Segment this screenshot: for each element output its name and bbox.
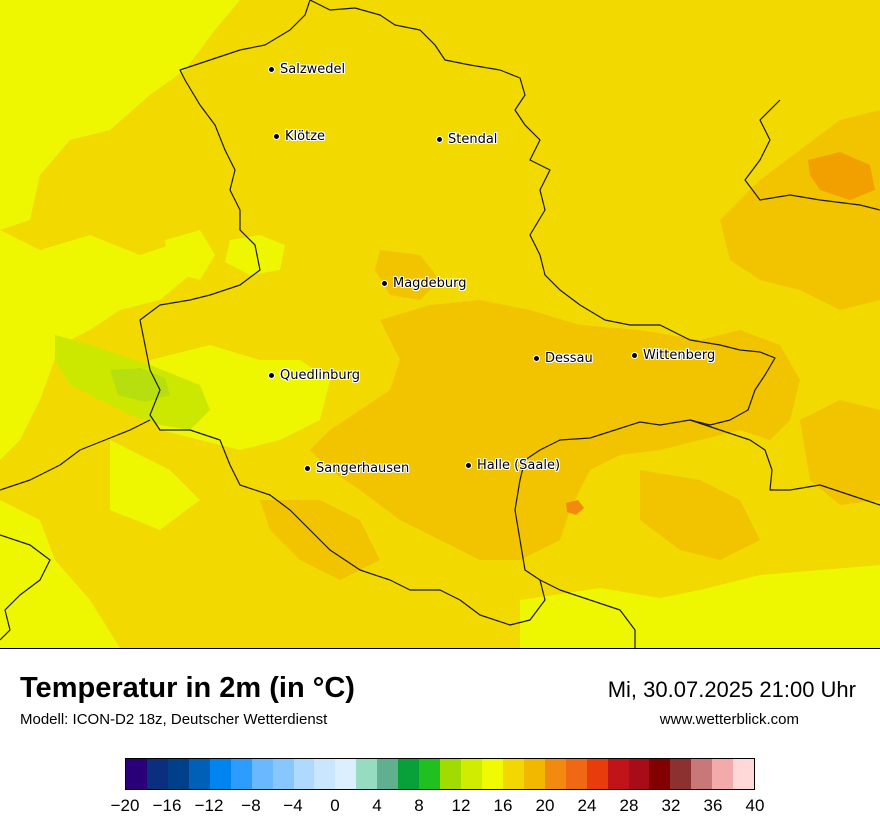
website-link[interactable]: www.wetterblick.com <box>659 711 799 728</box>
city-label: Salzwedel <box>280 62 346 77</box>
colorbar-swatch <box>419 759 441 789</box>
colorbar-tick-label: 28 <box>619 796 639 815</box>
colorbar-tick-label: 24 <box>577 796 597 815</box>
colorbar-tick-label: −4 <box>283 796 303 815</box>
colorbar-tick-label: −8 <box>241 796 261 815</box>
city-label: Halle (Saale) <box>477 458 561 473</box>
colorbar-tick-label: 32 <box>661 796 681 815</box>
colorbar-swatch <box>209 759 231 789</box>
city-label: Wittenberg <box>643 348 716 363</box>
forecast-datetime: Mi, 30.07.2025 21:00 Uhr <box>607 677 856 702</box>
temperature-map: Salzwedel Klötze Stendal Magdeburg Dessa… <box>0 0 880 649</box>
colorbar-tick-label: 0 <box>330 796 340 815</box>
colorbar-swatch <box>356 759 378 789</box>
city-quedlinburg: Quedlinburg <box>268 368 360 383</box>
city-label: Dessau <box>545 351 593 366</box>
colorbar-tick-label: 36 <box>703 796 723 815</box>
temperature-colorbar <box>125 758 755 790</box>
city-stendal: Stendal <box>436 132 497 147</box>
colorbar-swatch <box>314 759 336 789</box>
colorbar-swatch <box>502 759 524 789</box>
colorbar-swatch <box>377 759 399 789</box>
city-marker-icon <box>268 66 275 73</box>
colorbar-swatch <box>230 759 252 789</box>
model-info: Modell: ICON-D2 18z, Deutscher Wetterdie… <box>20 711 328 728</box>
colorbar-swatch <box>167 759 189 789</box>
colorbar-tick-label: −12 <box>194 796 224 815</box>
city-dessau: Dessau <box>533 351 593 366</box>
city-magdeburg: Magdeburg <box>381 276 467 291</box>
colorbar-swatch <box>188 759 210 789</box>
city-sangerhausen: Sangerhausen <box>304 461 409 476</box>
colorbar-tick-label: 12 <box>451 796 471 815</box>
city-marker-icon <box>436 136 443 143</box>
colorbar-tick-label: 16 <box>493 796 513 815</box>
city-marker-icon <box>533 355 540 362</box>
colorbar-tick-label: 4 <box>372 796 382 815</box>
city-marker-icon <box>273 133 280 140</box>
colorbar-swatch <box>272 759 294 789</box>
colorbar-swatch <box>146 759 168 789</box>
colorbar-tick-label: 20 <box>535 796 555 815</box>
colorbar-tick-label: 40 <box>745 796 765 815</box>
temperature-field <box>0 0 880 648</box>
colorbar-swatch <box>398 759 420 789</box>
colorbar-tick-label: −16 <box>152 796 182 815</box>
colorbar-swatch <box>607 759 629 789</box>
colorbar-swatch <box>628 759 650 789</box>
city-label: Stendal <box>448 132 498 147</box>
city-kloetze: Klötze <box>273 129 325 144</box>
city-salzwedel: Salzwedel <box>268 62 345 77</box>
colorbar-tick-label: −20 <box>110 796 140 815</box>
colorbar-swatch <box>523 759 545 789</box>
colorbar-tick-label: 8 <box>414 796 424 815</box>
city-label: Quedlinburg <box>280 368 361 383</box>
city-halle: Halle (Saale) <box>465 458 560 473</box>
colorbar-swatch <box>461 759 482 789</box>
city-label: Klötze <box>285 129 326 144</box>
colorbar-swatch <box>440 759 461 789</box>
colorbar-swatch <box>586 759 608 789</box>
colorbar-swatch <box>126 759 147 789</box>
colorbar-swatch <box>481 759 503 789</box>
colorbar-swatch <box>712 759 734 789</box>
colorbar-swatch <box>691 759 713 789</box>
colorbar-swatch <box>293 759 315 789</box>
colorbar-swatch <box>544 759 566 789</box>
city-label: Magdeburg <box>393 276 467 291</box>
colorbar-ticks: −20 −16 −12 −8 −4 0 4 8 12 16 20 24 28 32 36 40 <box>111 796 765 818</box>
colorbar-swatch <box>733 759 755 789</box>
city-marker-icon <box>631 352 638 359</box>
city-marker-icon <box>268 372 275 379</box>
colorbar-swatch <box>251 759 273 789</box>
colorbar-swatch <box>649 759 671 789</box>
city-label: Sangerhausen <box>316 461 410 476</box>
city-wittenberg: Wittenberg <box>631 348 715 363</box>
city-marker-icon <box>465 462 472 469</box>
colorbar-swatch <box>565 759 587 789</box>
colorbar-swatch <box>670 759 692 789</box>
colorbar-swatch <box>335 759 357 789</box>
map-title: Temperatur in 2m (in °C) <box>20 672 355 704</box>
city-marker-icon <box>381 280 388 287</box>
city-marker-icon <box>304 465 311 472</box>
